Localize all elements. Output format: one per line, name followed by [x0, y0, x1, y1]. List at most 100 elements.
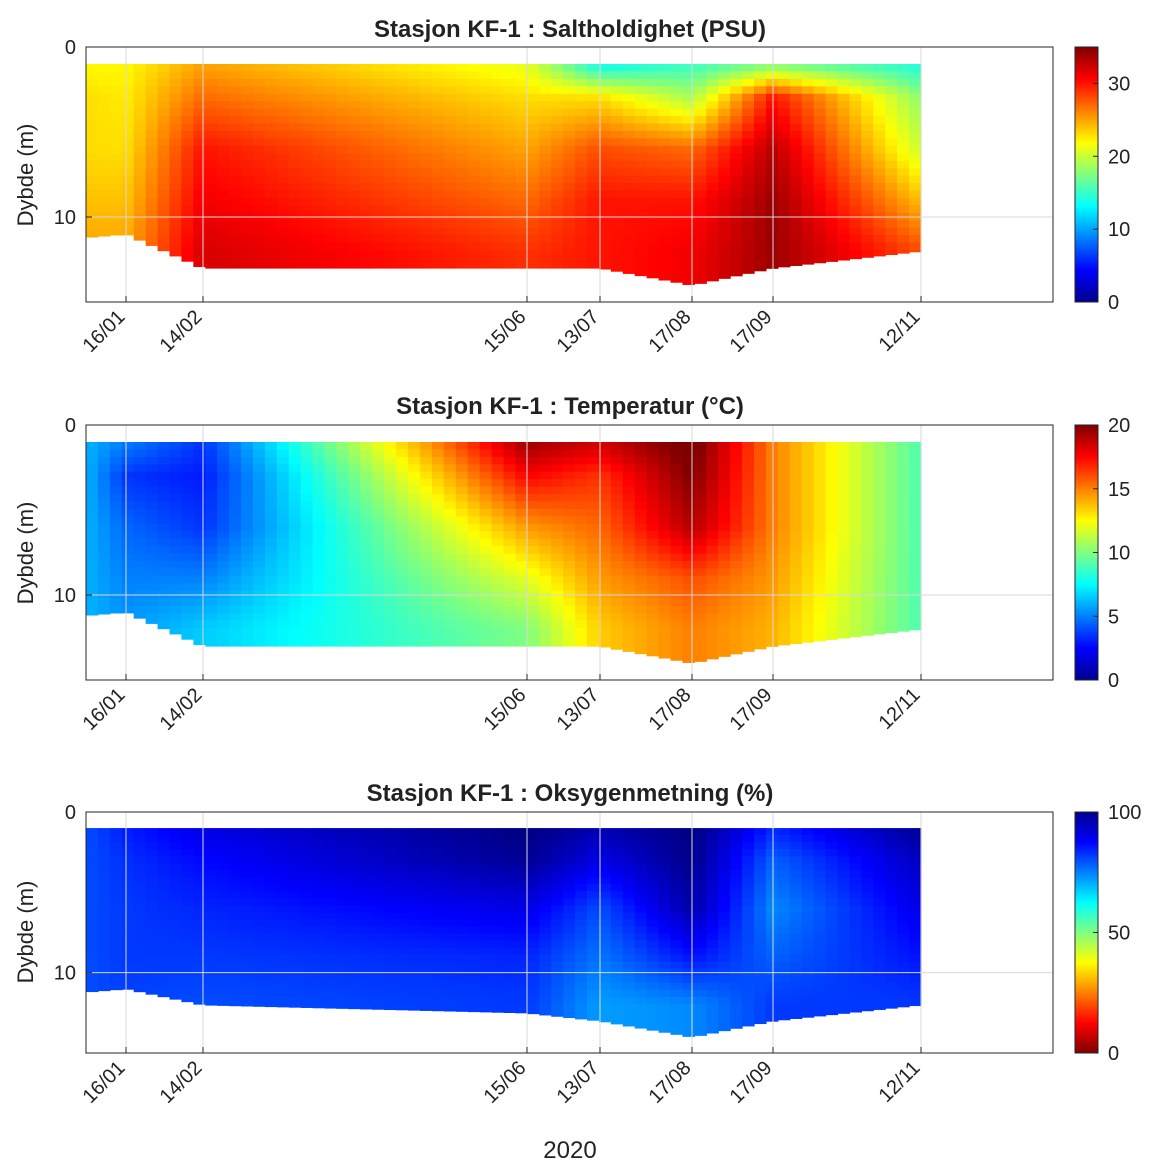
heatmap-cell [443, 197, 457, 206]
heatmap-cell [646, 78, 660, 87]
heatmap-cell [300, 501, 314, 510]
heatmap-cell [539, 130, 552, 139]
heatmap-cell [670, 220, 684, 229]
heatmap-cell [181, 627, 194, 636]
heatmap-cell [288, 605, 302, 614]
heatmap-cell [598, 64, 612, 73]
heatmap-cell [181, 145, 194, 154]
heatmap-cell [694, 71, 707, 80]
heatmap-cell [193, 891, 206, 899]
heatmap-cell [551, 108, 564, 117]
heatmap-cell [276, 501, 290, 510]
heatmap-cell [217, 508, 230, 517]
heatmap-cell [825, 553, 839, 562]
heatmap-cell [312, 449, 326, 458]
heatmap-cell [658, 78, 672, 87]
heatmap-cell [467, 975, 481, 984]
heatmap-cell [813, 546, 827, 555]
heatmap-cell [837, 464, 851, 473]
heatmap-cell [431, 531, 445, 540]
heatmap-cell [849, 168, 862, 177]
heatmap-cell [897, 71, 910, 80]
heatmap-cell [348, 486, 361, 495]
heatmap-cell [670, 153, 684, 162]
heatmap-cell [360, 175, 373, 184]
heatmap-cell [658, 464, 672, 473]
heatmap-cell [467, 575, 481, 584]
heatmap-cell [730, 635, 743, 644]
x-tick-label: 17/09 [726, 306, 777, 357]
heatmap-cell [765, 160, 779, 169]
heatmap-cell [157, 933, 171, 942]
heatmap-cell [515, 183, 528, 192]
heatmap-cell [527, 168, 540, 177]
heatmap-cell [694, 190, 707, 199]
heatmap-cell [443, 635, 457, 644]
heatmap-cell [300, 635, 314, 644]
heatmap-cell [455, 71, 469, 80]
heatmap-cell [181, 891, 194, 899]
heatmap-cell [145, 205, 159, 214]
heatmap-cell [742, 568, 755, 577]
heatmap-cell [491, 145, 505, 154]
heatmap-cell [360, 64, 373, 73]
heatmap-cell [431, 1003, 445, 1012]
heatmap-cell [694, 583, 707, 592]
heatmap-cell [241, 961, 254, 970]
heatmap-cell [420, 898, 433, 906]
heatmap-cell [610, 456, 624, 465]
heatmap-cell [479, 598, 493, 607]
heatmap-cell [575, 145, 588, 154]
heatmap-cell [193, 954, 206, 963]
heatmap-cell [670, 235, 684, 244]
heatmap-cell [515, 583, 528, 592]
heatmap-cell [288, 494, 302, 503]
heatmap-cell [443, 863, 457, 871]
heatmap-cell [861, 464, 874, 473]
heatmap-cell [169, 138, 183, 147]
heatmap-cell [658, 583, 672, 592]
heatmap-cell [348, 145, 361, 154]
heatmap-cell [658, 93, 672, 102]
heatmap-cell [408, 257, 421, 266]
heatmap-cell [288, 961, 302, 970]
heatmap-cell [885, 575, 898, 584]
heatmap-cell [408, 508, 421, 517]
heatmap-cell [742, 93, 755, 102]
heatmap-cell [455, 863, 469, 871]
heatmap-cell [86, 197, 99, 206]
heatmap-cell [443, 1003, 457, 1012]
heatmap-cell [324, 620, 338, 629]
heatmap-cell [885, 123, 898, 132]
heatmap-cell [145, 849, 159, 857]
heatmap-cell [563, 479, 576, 488]
heatmap-cell [264, 842, 278, 850]
heatmap-cell [181, 538, 194, 547]
heatmap-cell [479, 642, 493, 647]
heatmap-cell [109, 954, 123, 963]
heatmap-cell [431, 227, 445, 236]
heatmap-cell [324, 546, 338, 555]
heatmap-cell [384, 561, 397, 570]
heatmap-cell [503, 926, 517, 935]
heatmap-cell [706, 471, 719, 480]
heatmap-cell [169, 877, 183, 885]
heatmap-cell [121, 598, 135, 607]
heatmap-cell [551, 947, 564, 956]
heatmap-cell [539, 849, 552, 857]
heatmap-cell [288, 242, 302, 251]
heatmap-cell [455, 257, 469, 266]
heatmap-cell [193, 538, 206, 547]
heatmap-cell [622, 175, 636, 184]
heatmap-cell [253, 71, 266, 80]
heatmap-cell [217, 919, 230, 928]
heatmap-cell [205, 531, 218, 540]
heatmap-cell [682, 575, 695, 584]
heatmap-cell [396, 168, 409, 177]
heatmap-cell [551, 849, 564, 857]
heatmap-cell [706, 598, 719, 607]
heatmap-cell [205, 954, 218, 963]
heatmap-cell [372, 982, 385, 991]
heatmap-cell [324, 108, 338, 117]
heatmap-cell [777, 553, 791, 562]
